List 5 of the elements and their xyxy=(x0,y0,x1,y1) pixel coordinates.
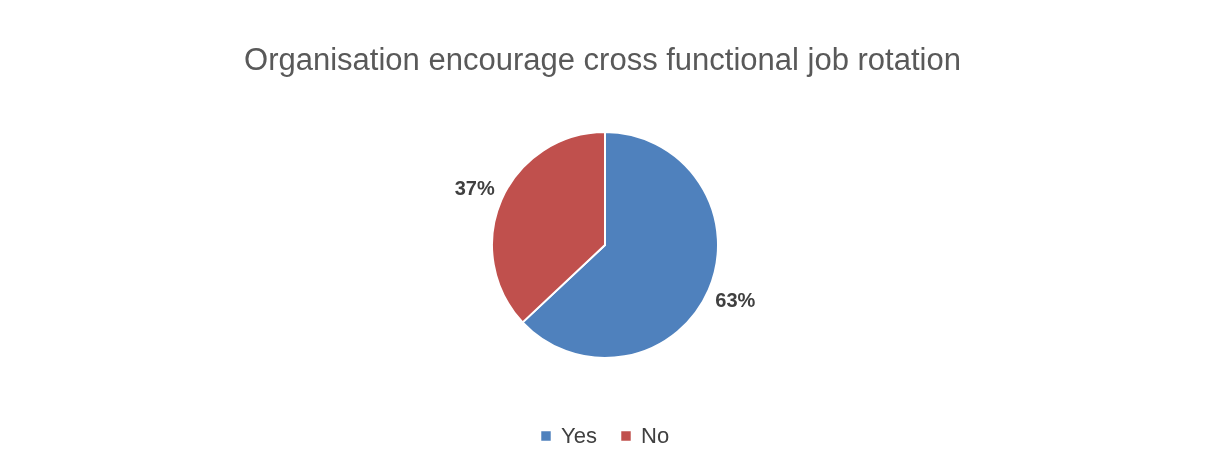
legend-label: Yes xyxy=(561,423,597,448)
data-label: 63% xyxy=(715,289,756,312)
data-label: 37% xyxy=(454,176,495,199)
legend-label: No xyxy=(641,423,670,448)
chart-title: Organisation encourage cross functional job rotation xyxy=(244,42,961,77)
